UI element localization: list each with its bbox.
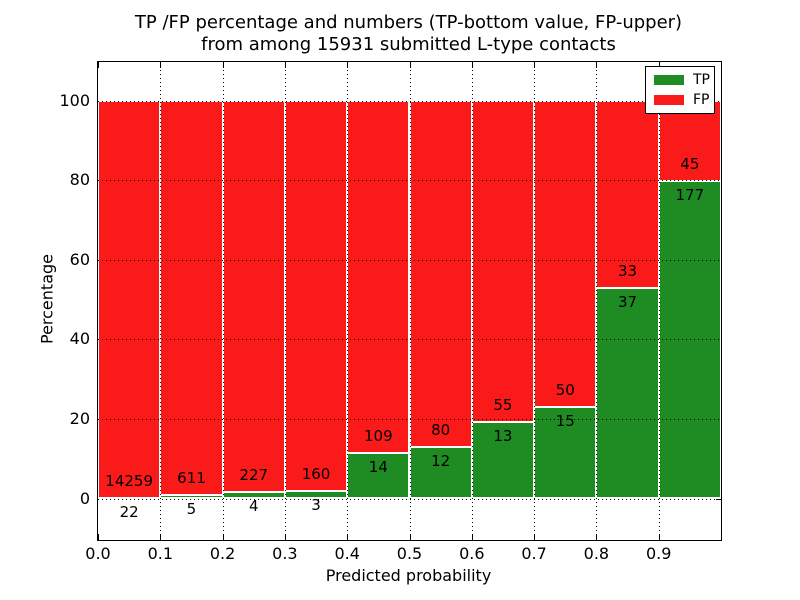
x-tick-label: 0.3: [272, 544, 298, 563]
x-tick-label: 0.1: [147, 544, 174, 563]
bar-segment-tp: [409, 446, 472, 499]
x-tick-label: 0.6: [459, 544, 485, 563]
plot-area: 14259 22 611 5 227 4 160 3 109 14 80 12 55 13 50 15 33 37…: [97, 61, 722, 541]
legend-item-fp: FP: [654, 93, 714, 107]
fp-count-label: 160: [301, 465, 331, 484]
fp-count-label: 14259: [105, 471, 154, 490]
horizontal-gridline: [98, 498, 721, 500]
bar-segment-fp: [409, 100, 472, 447]
fp-count-label: 611: [177, 469, 206, 488]
vertical-gridline: [534, 62, 536, 540]
x-tick-mark-top: [98, 62, 99, 68]
horizontal-gridline: [98, 180, 721, 182]
fp-count-label: 50: [555, 380, 575, 399]
vertical-gridline: [409, 62, 411, 540]
tp-count-label: 5: [186, 500, 197, 519]
tp-count-label: 13: [493, 427, 513, 446]
x-tick-label: 0.0: [85, 544, 111, 563]
vertical-gridline: [596, 62, 598, 540]
vertical-gridline: [658, 62, 660, 540]
legend: TP FP: [645, 66, 715, 114]
y-tick-label: 80: [69, 170, 90, 190]
fp-color-swatch: [654, 95, 684, 105]
bar-segment-fp: [222, 100, 285, 492]
fp-count-label: 80: [431, 420, 451, 439]
tp-color-swatch: [654, 75, 684, 85]
bar-segment-tp: [596, 288, 659, 499]
fp-count-label: 33: [618, 262, 638, 281]
y-tick-label: 0: [79, 488, 90, 508]
bar-segment-fp: [347, 100, 410, 454]
chart-title: TP /FP percentage and numbers (TP-bottom…: [97, 12, 720, 56]
horizontal-gridline: [98, 100, 721, 102]
x-tick-label: 0.4: [334, 544, 360, 563]
chart-title-line2: from among 15931 submitted L-type contac…: [201, 34, 616, 55]
fp-count-label: 227: [239, 465, 269, 484]
tp-count-label: 3: [311, 496, 321, 515]
x-tick-mark: [98, 534, 99, 540]
x-tick-mark: [721, 534, 722, 540]
x-tick-label: 0.2: [209, 544, 236, 563]
chart-title-line1: TP /FP percentage and numbers (TP-bottom…: [134, 12, 683, 33]
tp-count-label: 14: [368, 458, 388, 477]
y-tick-label: 40: [69, 329, 90, 349]
tp-count-label: 37: [618, 293, 638, 312]
bar-segment-fp: [534, 100, 597, 407]
legend-label-fp: FP: [693, 92, 710, 108]
vertical-gridline: [222, 62, 224, 540]
bar-segment-fp: [471, 100, 535, 423]
bar-segment-tp: [534, 406, 597, 499]
y-tick-label: 20: [69, 408, 90, 428]
x-axis-label: Predicted probability: [325, 566, 492, 585]
tp-count-label: 12: [431, 451, 451, 470]
horizontal-gridline: [98, 259, 721, 261]
x-tick-label: 0.8: [583, 544, 610, 563]
vertical-gridline: [347, 62, 349, 540]
tp-count-label: 4: [248, 496, 259, 515]
vertical-gridline: [160, 62, 162, 540]
bar-segment-fp: [98, 100, 161, 498]
fp-count-label: 45: [680, 155, 700, 174]
x-tick-label: 0.5: [396, 544, 423, 563]
fp-count-label: 109: [364, 427, 393, 446]
vertical-gridline: [471, 62, 473, 540]
y-tick-label: 60: [69, 249, 90, 269]
fp-count-label: 55: [493, 396, 513, 415]
y-tick-label: 100: [59, 90, 90, 110]
horizontal-gridline: [98, 418, 721, 420]
bar-segment-fp: [160, 100, 223, 496]
x-tick-label: 0.7: [521, 544, 547, 563]
tp-count-label: 22: [119, 502, 139, 521]
x-tick-mark-top: [721, 62, 722, 68]
horizontal-gridline: [98, 339, 721, 341]
tp-count-label: 177: [675, 186, 705, 205]
legend-item-tp: TP: [654, 73, 714, 87]
x-tick-label: 0.9: [645, 544, 672, 563]
legend-label-tp: TP: [693, 72, 710, 88]
vertical-gridline: [284, 62, 286, 540]
tp-count-label: 15: [555, 411, 575, 430]
